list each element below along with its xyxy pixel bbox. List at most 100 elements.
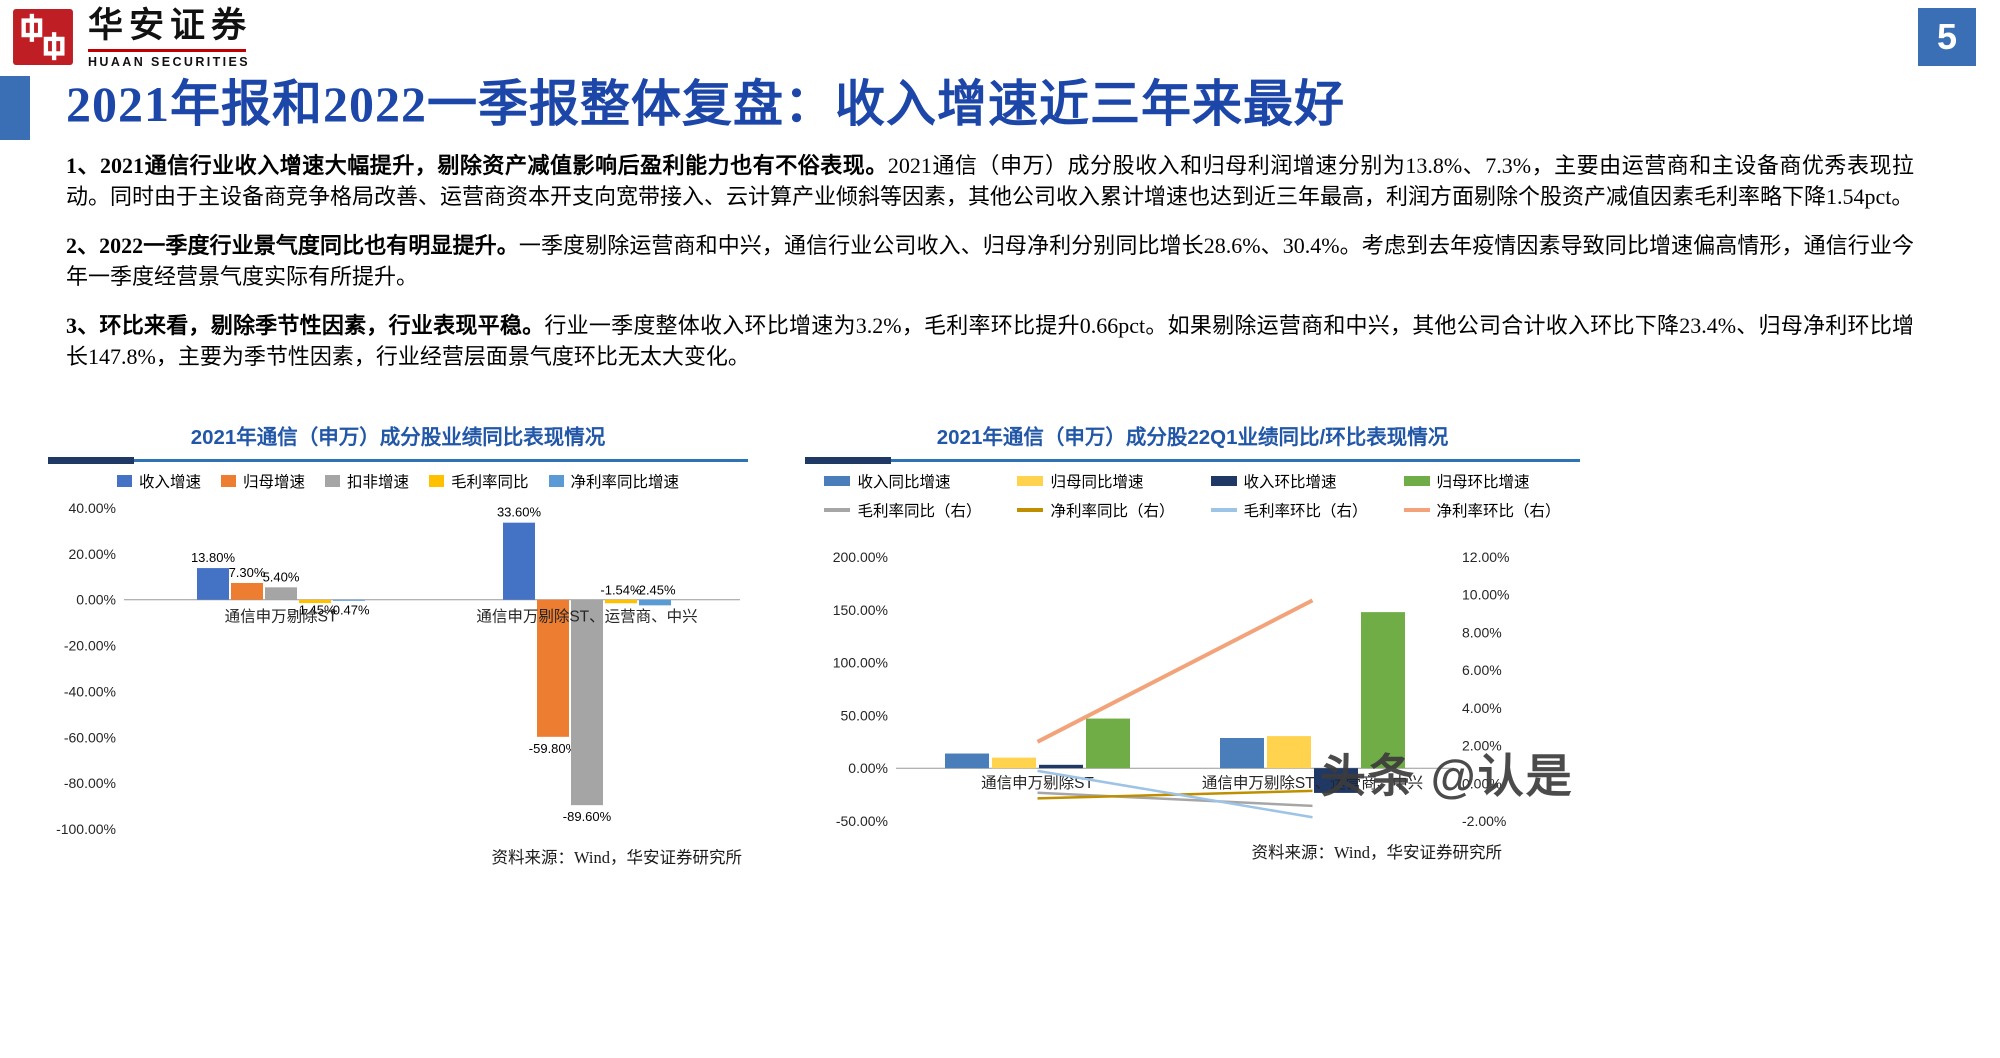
legend-label: 归母增速 [242, 474, 305, 491]
paragraph-3: 3、环比来看，剔除季节性因素，行业表现平稳。行业一季度整体收入环比增速为3.2%… [66, 310, 1914, 373]
brand-logo-block: 华安证券 HUAAN SECURITIES [12, 7, 252, 69]
legend-item: 净利率环比（右） [1403, 499, 1561, 521]
chart-right-title: 2021年通信（申万）成分股22Q1业绩同比/环比表现情况 [936, 426, 1449, 449]
legend-swatch [1403, 476, 1430, 486]
chart-right-source: 资料来源：Wind，华安证券研究所 [1251, 843, 1503, 862]
legend-label: 扣非增速 [346, 474, 409, 491]
chart-left-legend: 收入增速 归母增速 扣非增速 毛利率同比 净利率同比增速 [48, 470, 748, 492]
data-label: 33.60% [497, 505, 542, 520]
page-title: 2021年报和2022一季报整体复盘：收入增速近三年来最好 [66, 76, 1345, 132]
legend-label: 毛利率同比 [451, 474, 529, 491]
data-label: -0.47% [328, 603, 370, 618]
data-label: -1.45% [294, 603, 336, 618]
line-series [1036, 598, 1314, 744]
brand-underline [88, 48, 246, 52]
bar [571, 599, 603, 806]
y-tick-label: 40.00% [69, 500, 116, 516]
chart-left-underline [48, 457, 748, 464]
legend-item: 收入环比增速 [1210, 470, 1368, 492]
paragraph-1: 1、2021通信行业收入增速大幅提升，剔除资产减值影响后盈利能力也有不俗表现。2… [66, 150, 1914, 213]
bar [333, 599, 365, 601]
legend-swatch [1403, 508, 1430, 512]
chart-22q1-yoy-qoq: 2021年通信（申万）成分股22Q1业绩同比/环比表现情况 收入同比增速 归母同比… [805, 412, 1580, 863]
legend-label: 收入同比增速 [857, 474, 951, 491]
body-text: 1、2021通信行业收入增速大幅提升，剔除资产减值影响后盈利能力也有不俗表现。2… [66, 150, 1914, 390]
paragraph-2: 2、2022一季度行业景气度同比也有明显提升。一季度剔除运营商和中兴，通信行业公… [66, 230, 1914, 293]
right-axis-tick: 6.00% [1462, 662, 1502, 678]
bar [1267, 736, 1311, 769]
legend-item: 收入同比增速 [824, 470, 981, 492]
legend-swatch [548, 475, 564, 487]
watermark: 头条 @认是 [1320, 750, 1574, 802]
chart-left-plot: 40.00% 20.00% 0.00% -20.00% -40.00% -60.00% -8… [56, 500, 740, 837]
legend-label: 毛利率环比（右） [1243, 503, 1368, 520]
legend-item: 净利率同比（右） [1017, 499, 1175, 521]
right-axis-tick: 0.00% [1462, 775, 1502, 791]
legend-item: 扣非增速 [324, 470, 409, 492]
legend-swatch [1017, 508, 1044, 512]
legend-swatch [324, 475, 340, 487]
right-axis-tick: 2.00% [1462, 738, 1502, 754]
chart-left-title: 2021年通信（申万）成分股业绩同比表现情况 [190, 426, 606, 449]
right-axis-tick: -2.00% [1462, 813, 1506, 829]
paragraph-3-body: 行业一季度整体收入环比增速为3.2%，毛利率环比提升0.66pct。如果剔除运营… [66, 312, 1914, 370]
chart-right-plot: 200.00% 150.00% 100.00% 50.00% 0.00% -50.00% 1… [833, 549, 1510, 829]
chart-right-underline [805, 457, 1580, 464]
brand-text: 华安证券 HUAAN SECURITIES [88, 7, 252, 69]
right-axis-tick: 4.00% [1462, 700, 1502, 716]
y-tick-label: 0.00% [76, 592, 116, 608]
y-tick-label: -40.00% [64, 683, 116, 699]
legend-label: 净利率同比增速 [570, 474, 680, 491]
category-label: 通信申万剔除ST、运营商、中兴 [1202, 774, 1423, 792]
legend-label: 归母环比增速 [1436, 474, 1530, 491]
chart-yoy-2021: 2021年通信（申万）成分股业绩同比表现情况 收入增速 归母增速 扣非增速 毛利率同比… [48, 412, 748, 868]
legend-swatch [220, 475, 236, 487]
category-label: 通信申万剔除ST [981, 774, 1094, 792]
legend-item: 归母环比增速 [1403, 470, 1561, 492]
left-axis-tick: -50.00% [836, 813, 888, 829]
left-axis-tick: 0.00% [848, 760, 888, 776]
left-axis-tick: 50.00% [841, 707, 888, 723]
legend-item: 归母增速 [220, 470, 305, 492]
page-number-badge: 5 [1918, 8, 1976, 66]
left-axis-tick: 150.00% [833, 602, 888, 618]
y-tick-label: 20.00% [69, 546, 116, 562]
paragraph-2-body: 一季度剔除运营商和中兴，通信行业公司收入、归母净利分别同比增长28.6%、30.… [66, 232, 1914, 290]
data-label: 5.40% [263, 569, 300, 584]
data-label: -89.60% [563, 809, 612, 824]
y-tick-label: -20.00% [64, 638, 116, 654]
data-label: -59.80% [529, 741, 578, 756]
bar [1086, 718, 1130, 769]
legend-swatch [1210, 508, 1237, 512]
right-axis-tick: 10.00% [1462, 587, 1509, 603]
legend-swatch [116, 475, 132, 487]
legend-swatch [429, 475, 444, 487]
legend-label: 收入环比增速 [1243, 474, 1337, 491]
data-label: 7.30% [229, 565, 266, 580]
legend-item: 收入增速 [116, 470, 201, 492]
legend-swatch [824, 476, 851, 486]
legend-label: 净利率环比（右） [1436, 503, 1561, 520]
paragraph-1-body: 2021通信（申万）成分股收入和归母利润增速分别为13.8%、7.3%，主要由运… [66, 153, 1914, 210]
left-axis-tick: 100.00% [833, 655, 888, 671]
title-accent-bar [0, 76, 30, 140]
chart-left-source: 资料来源：Wind，华安证券研究所 [491, 848, 743, 867]
paragraph-1-lead: 1、2021通信行业收入增速大幅提升，剔除资产减值影响后盈利能力也有不俗表现。 [66, 153, 888, 178]
left-axis-tick: 200.00% [833, 549, 888, 565]
legend-label: 归母同比增速 [1050, 474, 1144, 491]
bar [197, 568, 229, 600]
bar [537, 599, 569, 737]
legend-item: 毛利率同比 [429, 470, 529, 492]
bar [299, 599, 331, 604]
legend-item: 归母同比增速 [1017, 470, 1174, 492]
line-series [1037, 791, 1313, 808]
right-axis-tick: 12.00% [1462, 549, 1509, 565]
line-series [1037, 769, 1313, 819]
legend-swatch [1017, 476, 1044, 486]
bar [1220, 737, 1264, 769]
legend-item: 毛利率环比（右） [1210, 499, 1368, 521]
bar [265, 587, 297, 600]
bar [605, 599, 637, 604]
category-label: 通信申万剔除ST [225, 608, 338, 626]
legend-label: 收入增速 [138, 474, 201, 491]
